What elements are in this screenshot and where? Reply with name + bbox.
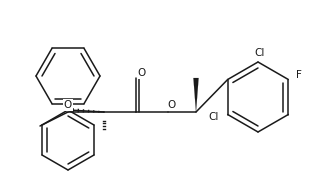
Text: F: F bbox=[296, 70, 302, 81]
Polygon shape bbox=[194, 78, 199, 112]
Text: O: O bbox=[64, 100, 72, 110]
Text: O: O bbox=[168, 100, 176, 110]
Text: O: O bbox=[138, 68, 146, 78]
Text: O: O bbox=[64, 100, 72, 110]
Text: Cl: Cl bbox=[209, 112, 219, 121]
Text: Cl: Cl bbox=[255, 48, 265, 58]
